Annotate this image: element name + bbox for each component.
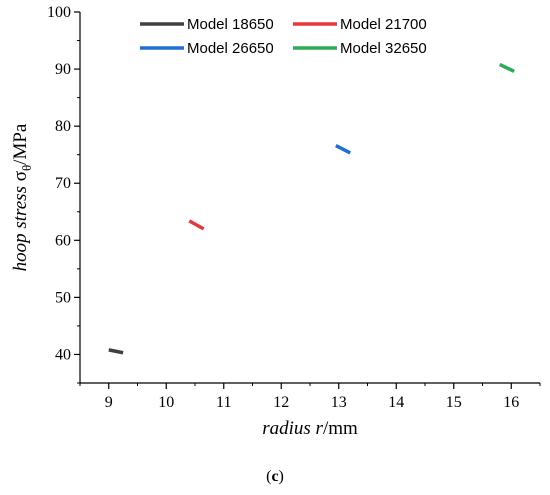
x-tick-label: 14 bbox=[388, 394, 404, 411]
y-tick-label: 100 bbox=[47, 4, 71, 21]
x-tick-label: 15 bbox=[446, 394, 462, 411]
series-line bbox=[498, 62, 515, 73]
y-tick-label: 70 bbox=[55, 175, 71, 192]
series-line bbox=[108, 348, 124, 355]
legend-label: Model 18650 bbox=[187, 16, 274, 33]
y-axis-ticks: 40 50 60 70 80 90 100 bbox=[47, 4, 80, 384]
legend-label: Model 21700 bbox=[340, 16, 427, 33]
y-axis-title-unit: /MPa bbox=[10, 123, 31, 165]
y-tick-label: 90 bbox=[55, 61, 71, 78]
plot-frame bbox=[79, 12, 540, 384]
x-axis-title-variable: r bbox=[316, 418, 324, 439]
x-axis-title: radius r/mm bbox=[262, 418, 358, 439]
y-axis-title-subscript: θ bbox=[19, 165, 34, 171]
series-line bbox=[188, 219, 205, 231]
hoop-stress-chart: 40 50 60 70 80 90 100 9 10 11 12 13 14 15 16 Model 18… bbox=[10, 4, 541, 439]
y-tick-label: 50 bbox=[55, 289, 71, 306]
x-tick-label: 11 bbox=[216, 394, 231, 411]
y-tick-label: 80 bbox=[55, 118, 71, 135]
series-line bbox=[335, 144, 352, 155]
caption-open: ( bbox=[266, 468, 272, 485]
legend-label: Model 26650 bbox=[187, 40, 274, 57]
y-axis-title-prefix: hoop stress bbox=[10, 181, 31, 271]
x-tick-label: 9 bbox=[105, 394, 113, 411]
x-tick-label: 12 bbox=[273, 394, 289, 411]
figure-caption: (c) bbox=[0, 468, 550, 486]
x-tick-label: 13 bbox=[331, 394, 347, 411]
y-axis-title: hoop stress σθ/MPa bbox=[10, 123, 34, 271]
y-axis-title-symbol: σ bbox=[10, 171, 31, 181]
x-axis-title-unit: /mm bbox=[323, 418, 358, 439]
series-lines bbox=[108, 62, 515, 355]
legend: Model 18650 Model 21700 Model 26650 Model 3… bbox=[140, 16, 427, 57]
x-axis-ticks: 9 10 11 12 13 14 15 16 bbox=[79, 383, 541, 411]
y-tick-label: 40 bbox=[55, 346, 71, 363]
caption-close: ) bbox=[278, 468, 284, 485]
legend-label: Model 32650 bbox=[340, 40, 427, 57]
caption-letter: c bbox=[271, 468, 279, 485]
x-tick-label: 10 bbox=[158, 394, 174, 411]
x-axis-title-prefix: radius bbox=[262, 418, 315, 439]
y-tick-label: 60 bbox=[55, 232, 71, 249]
x-tick-label: 16 bbox=[503, 394, 519, 411]
